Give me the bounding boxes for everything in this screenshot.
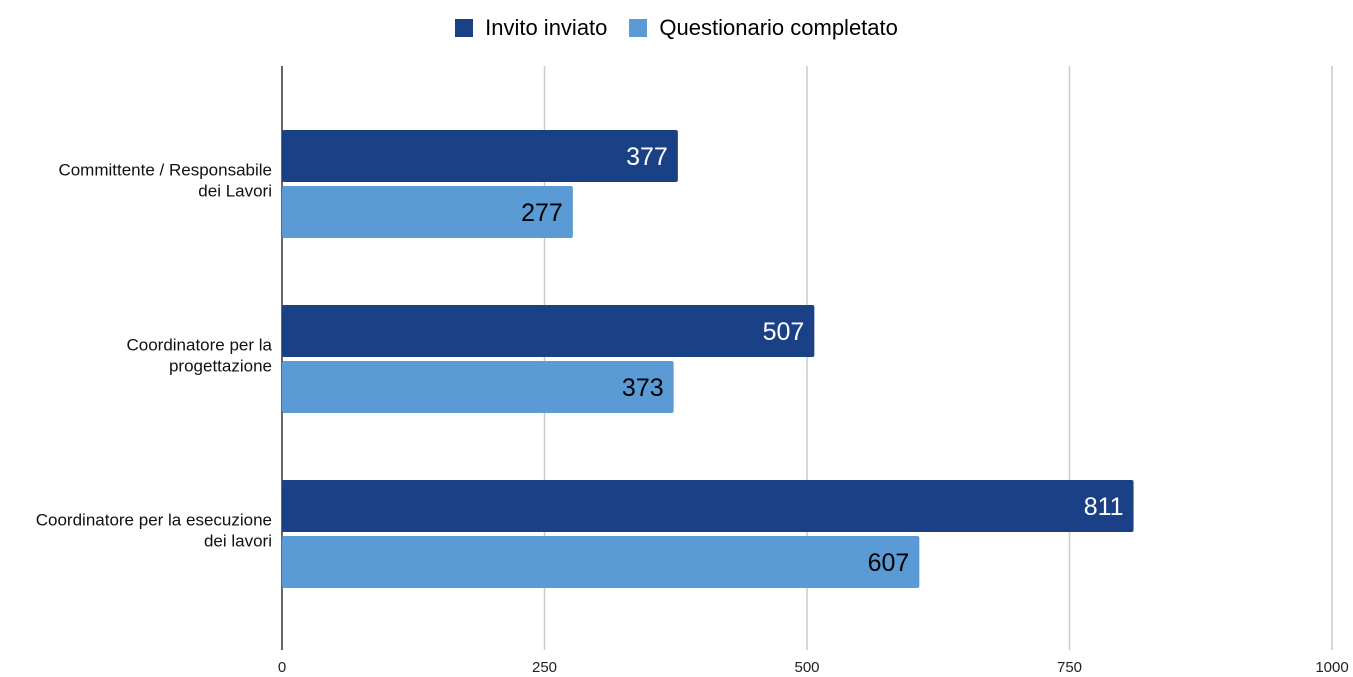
x-tick-label: 750 (1057, 659, 1082, 676)
category-label: Committente / Responsabile (58, 161, 272, 180)
legend-swatch-invito (455, 19, 474, 37)
legend-item-questionario: Questionario completato (629, 15, 898, 41)
data-label-questionario-2: 607 (868, 549, 910, 577)
x-tick-label: 0 (278, 659, 286, 676)
data-label-invito-2: 811 (1084, 493, 1124, 521)
data-label-questionario-0: 277 (521, 199, 563, 227)
bar-questionario-2 (282, 536, 920, 588)
bar-invito-1 (282, 305, 815, 357)
bar-questionario-0 (282, 186, 573, 238)
x-tick-label: 1000 (1315, 659, 1348, 676)
legend-label-questionario: Questionario completato (659, 15, 898, 40)
legend-label-invito: Invito inviato (485, 15, 608, 40)
data-label-invito-0: 377 (626, 143, 668, 171)
x-tick-label: 500 (794, 659, 819, 676)
data-label-invito-1: 507 (763, 318, 805, 346)
category-label: Coordinatore per la (126, 336, 272, 355)
category-label: dei Lavori (198, 182, 272, 201)
category-label: progettazione (169, 357, 272, 376)
data-label-questionario-1: 373 (622, 374, 664, 402)
category-label: Coordinatore per la esecuzione (36, 511, 272, 530)
bar-invito-2 (282, 480, 1134, 532)
legend: Invito inviato Questionario completato (0, 11, 1353, 45)
category-label: dei lavori (204, 532, 272, 551)
bar-invito-0 (282, 130, 678, 182)
legend-swatch-questionario (629, 19, 648, 37)
x-tick-label: 250 (532, 659, 557, 676)
legend-item-invito: Invito inviato (455, 15, 607, 41)
bar-questionario-1 (282, 361, 674, 413)
